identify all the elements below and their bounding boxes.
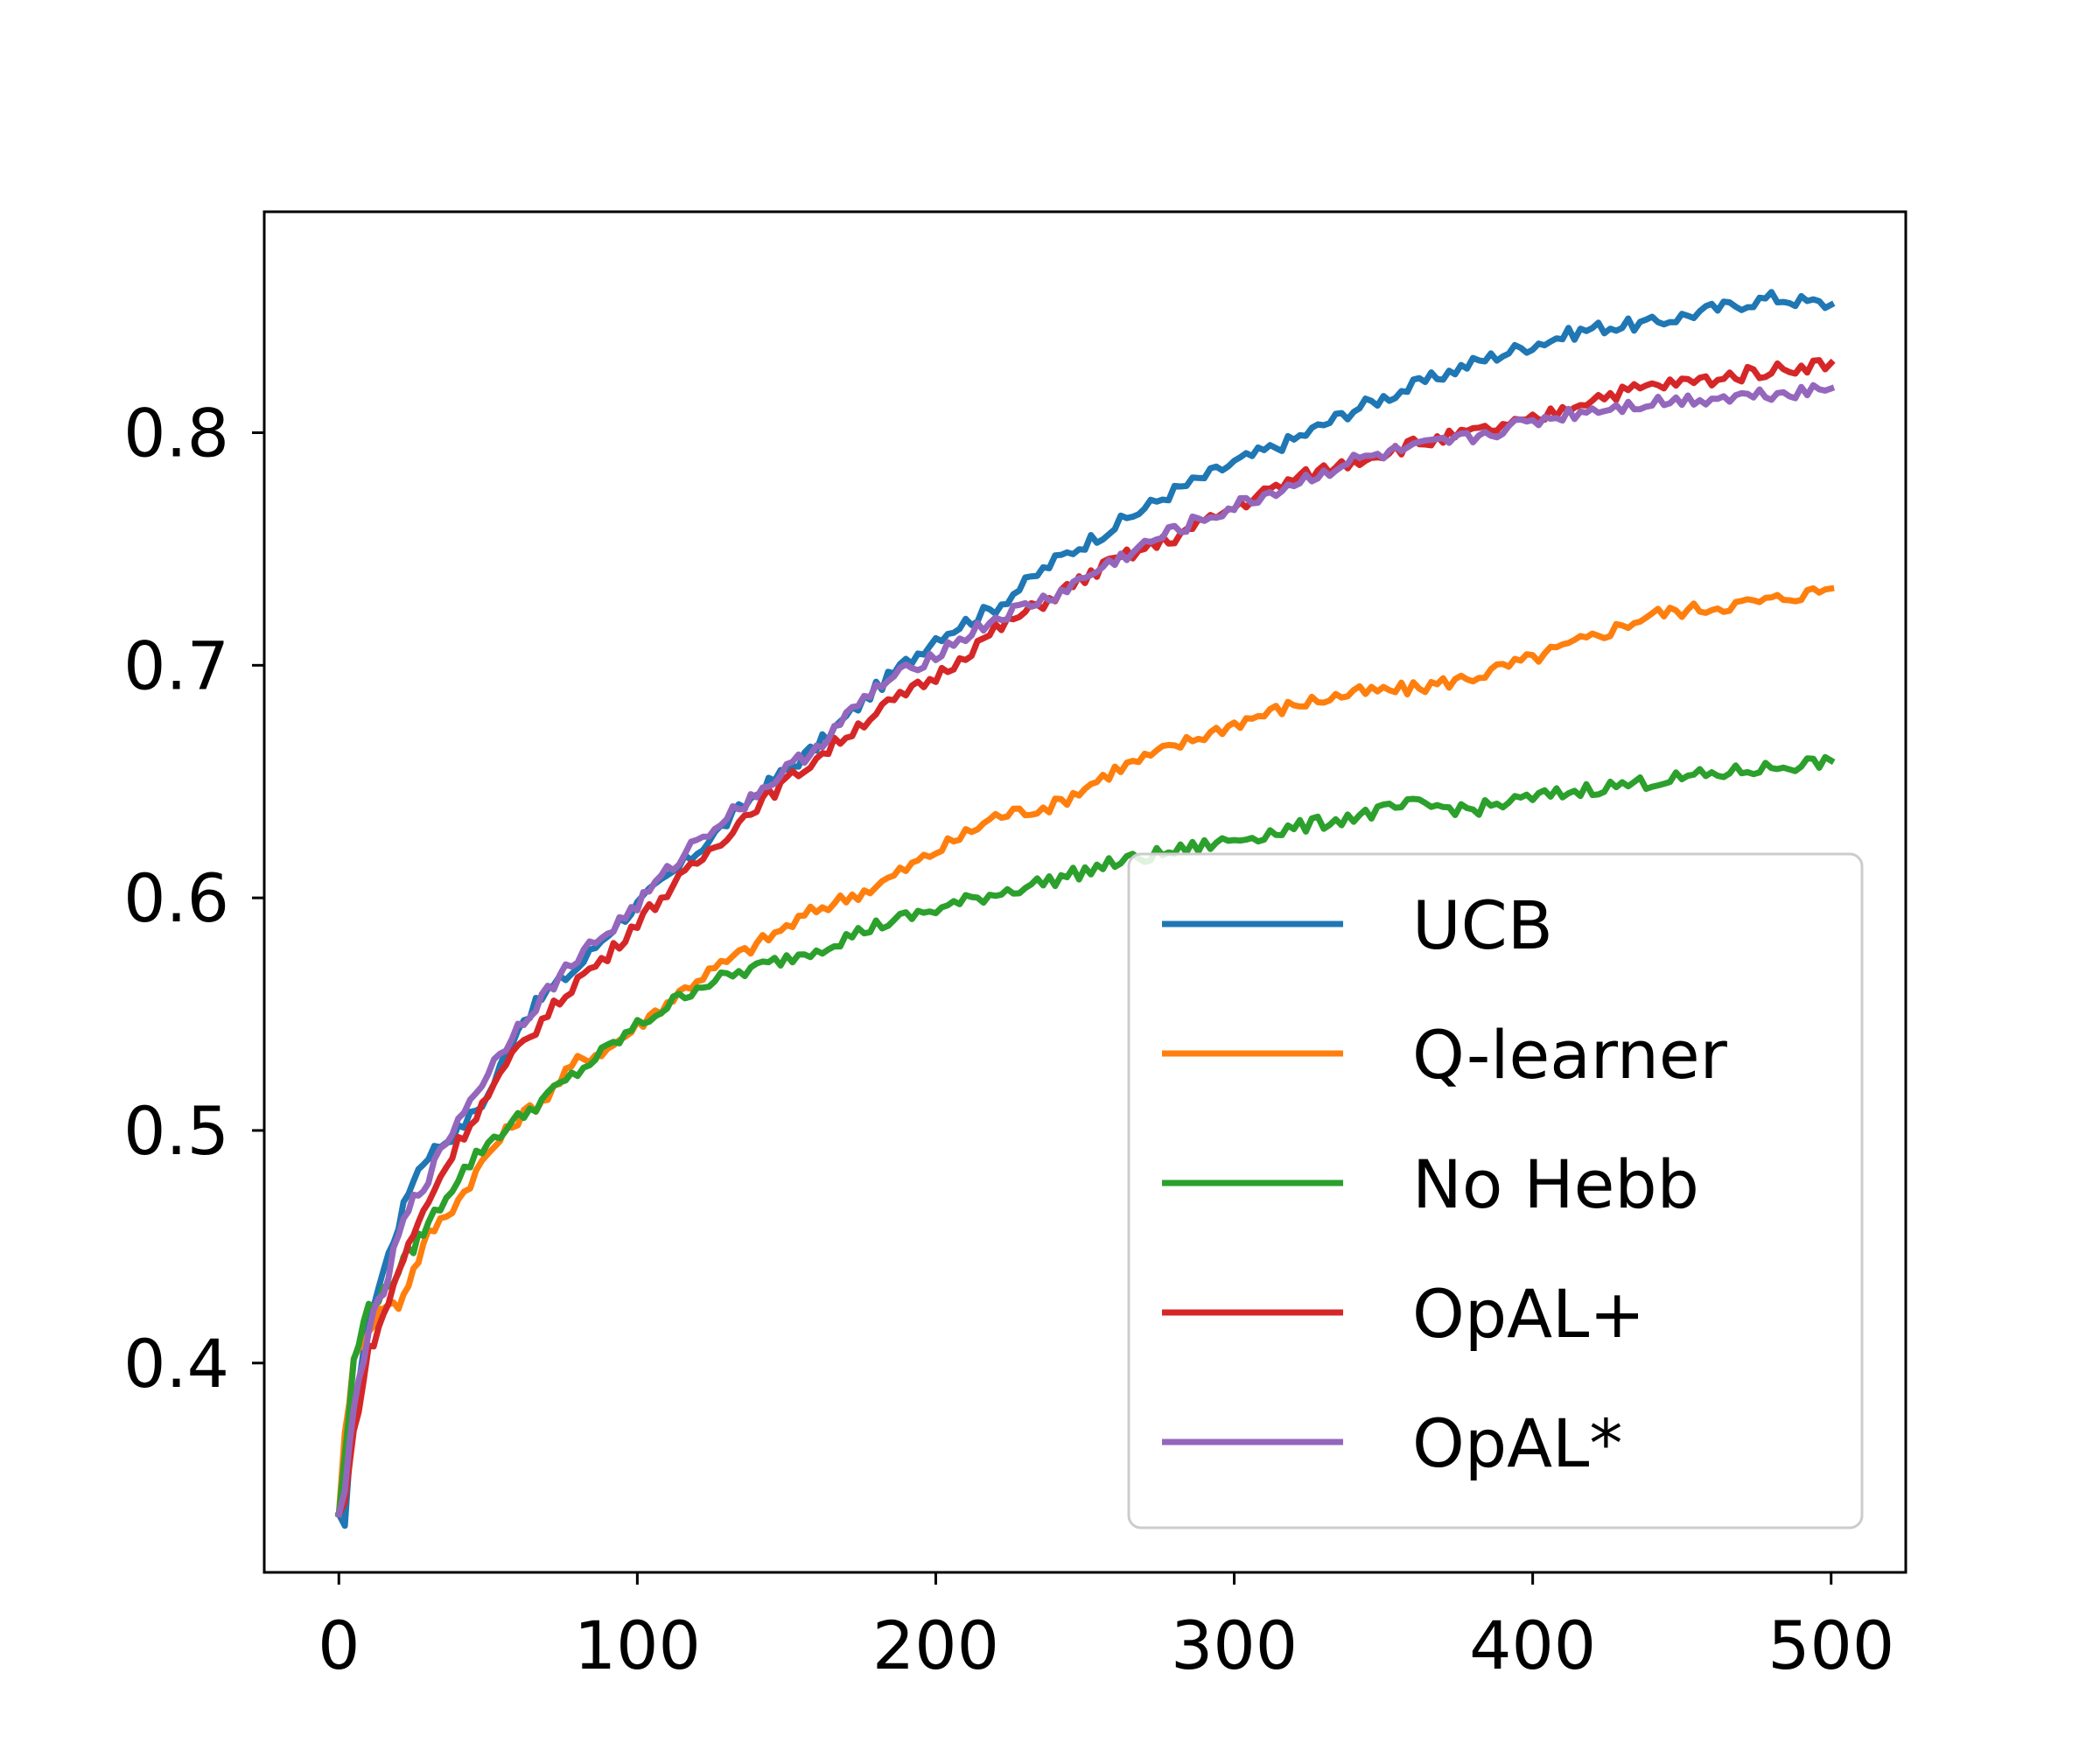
series-line-ucb bbox=[334, 289, 1836, 1530]
series-line-q-learner bbox=[335, 584, 1835, 1518]
legend: UCB Q-learner No Hebb OpAL+ OpAL* bbox=[1127, 852, 1864, 1530]
series-line-no-hebb bbox=[335, 753, 1836, 1518]
series-line-opal bbox=[335, 382, 1836, 1518]
y-axis: 0.4 0.5 0.6 0.7 0.8 bbox=[123, 395, 264, 1403]
series-layer bbox=[334, 289, 1836, 1530]
legend-box bbox=[1127, 852, 1864, 1530]
x-tick-label: 200 bbox=[872, 1606, 999, 1684]
legend-label: OpAL+ bbox=[1412, 1275, 1645, 1353]
y-tick-label: 0.7 bbox=[123, 626, 229, 704]
x-tick-label: 400 bbox=[1469, 1606, 1596, 1684]
y-tick-label: 0.5 bbox=[123, 1092, 229, 1170]
y-tick-label: 0.8 bbox=[123, 395, 229, 472]
y-tick-label: 0.6 bbox=[123, 859, 229, 937]
legend-label: OpAL* bbox=[1412, 1404, 1622, 1482]
x-tick-label: 0 bbox=[318, 1606, 360, 1684]
x-tick-label: 100 bbox=[574, 1606, 701, 1684]
x-tick-label: 500 bbox=[1768, 1606, 1894, 1684]
x-axis: 0 100 200 300 400 500 bbox=[318, 1572, 1894, 1684]
x-tick-label: 300 bbox=[1171, 1606, 1298, 1684]
plot-frame bbox=[262, 210, 1908, 1574]
y-tick-label: 0.4 bbox=[123, 1325, 229, 1403]
legend-label: No Hebb bbox=[1412, 1145, 1699, 1223]
legend-label: Q-learner bbox=[1412, 1016, 1728, 1094]
legend-label: UCB bbox=[1412, 886, 1553, 964]
